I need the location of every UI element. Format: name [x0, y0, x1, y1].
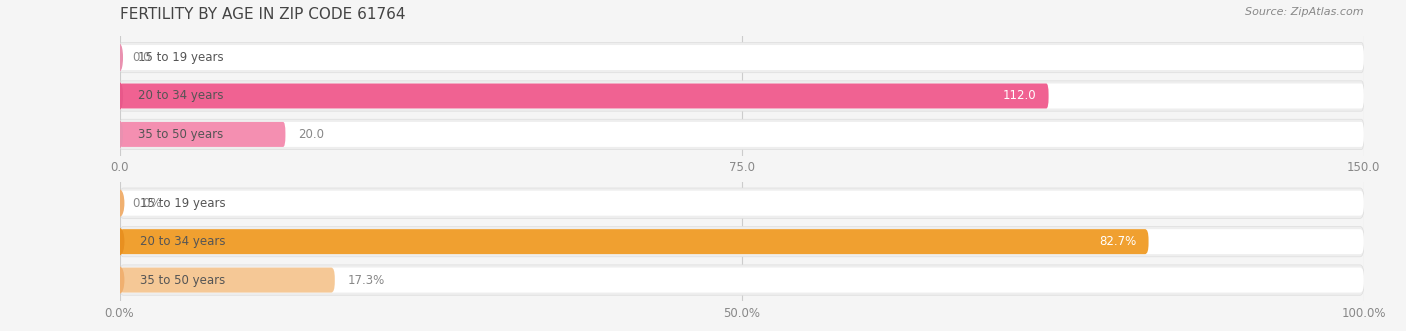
FancyBboxPatch shape: [120, 191, 1364, 216]
FancyBboxPatch shape: [120, 226, 1364, 257]
Text: 15 to 19 years: 15 to 19 years: [138, 51, 224, 64]
FancyBboxPatch shape: [120, 122, 285, 147]
Text: 82.7%: 82.7%: [1099, 235, 1136, 248]
FancyBboxPatch shape: [120, 229, 1149, 254]
Text: FERTILITY BY AGE IN ZIP CODE 61764: FERTILITY BY AGE IN ZIP CODE 61764: [120, 7, 405, 22]
FancyBboxPatch shape: [120, 265, 1364, 295]
FancyBboxPatch shape: [120, 42, 1364, 73]
Text: 20 to 34 years: 20 to 34 years: [138, 89, 224, 103]
FancyBboxPatch shape: [120, 83, 1364, 109]
FancyBboxPatch shape: [120, 119, 1364, 150]
Circle shape: [117, 83, 122, 109]
Text: 112.0: 112.0: [1002, 89, 1036, 103]
Text: 17.3%: 17.3%: [347, 273, 384, 287]
Circle shape: [117, 121, 122, 147]
Text: 0.0: 0.0: [132, 51, 150, 64]
FancyBboxPatch shape: [120, 81, 1364, 111]
Circle shape: [117, 45, 122, 71]
Text: 35 to 50 years: 35 to 50 years: [141, 273, 225, 287]
FancyBboxPatch shape: [120, 45, 1364, 70]
Text: 15 to 19 years: 15 to 19 years: [141, 197, 226, 210]
FancyBboxPatch shape: [120, 267, 1364, 293]
Circle shape: [115, 229, 124, 255]
Circle shape: [115, 190, 124, 216]
Circle shape: [115, 267, 124, 293]
Text: 20 to 34 years: 20 to 34 years: [141, 235, 226, 248]
Text: Source: ZipAtlas.com: Source: ZipAtlas.com: [1246, 7, 1364, 17]
Text: 0.0%: 0.0%: [132, 197, 162, 210]
FancyBboxPatch shape: [120, 229, 1364, 254]
Text: 20.0: 20.0: [298, 128, 323, 141]
FancyBboxPatch shape: [120, 188, 1364, 218]
FancyBboxPatch shape: [120, 267, 335, 293]
Text: 35 to 50 years: 35 to 50 years: [138, 128, 222, 141]
FancyBboxPatch shape: [120, 83, 1049, 109]
FancyBboxPatch shape: [120, 122, 1364, 147]
